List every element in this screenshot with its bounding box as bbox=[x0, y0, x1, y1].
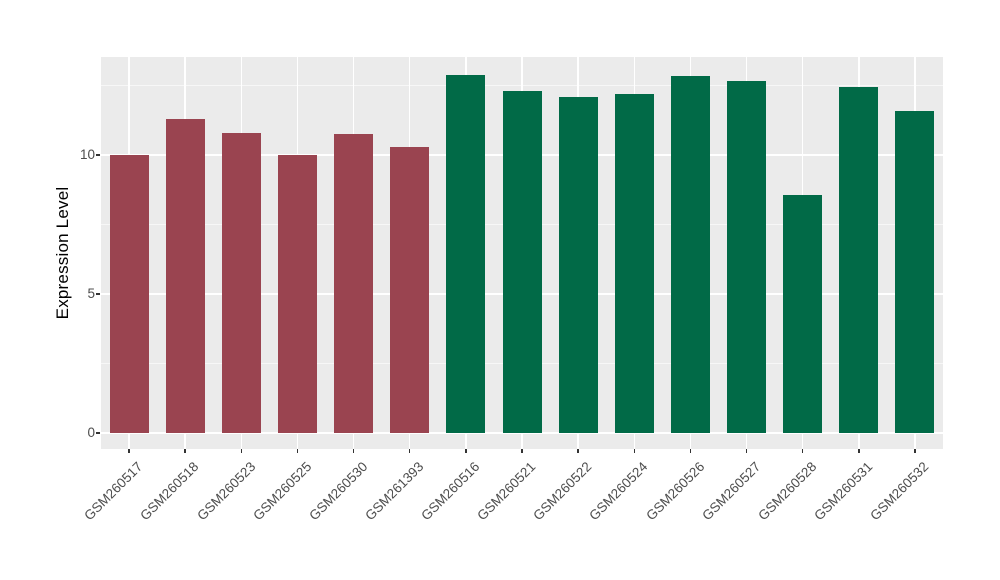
x-tick-label: GSM260527 bbox=[698, 459, 764, 524]
x-tick-label: GSM260523 bbox=[193, 459, 258, 524]
plot-area bbox=[101, 57, 943, 449]
y-tick-mark bbox=[96, 432, 100, 434]
x-tick-label: GSM260517 bbox=[81, 459, 146, 524]
bar-GSM261393 bbox=[390, 146, 430, 434]
bar-GSM260532 bbox=[895, 110, 935, 433]
x-tick-label: GSM261393 bbox=[362, 459, 427, 524]
bar-GSM260518 bbox=[165, 118, 205, 433]
x-tick-mark bbox=[184, 449, 186, 453]
x-tick-mark bbox=[408, 449, 411, 453]
bar-GSM260522 bbox=[558, 96, 598, 433]
x-tick-mark bbox=[577, 449, 579, 453]
x-tick-mark bbox=[858, 449, 860, 453]
x-tick-mark bbox=[128, 449, 130, 453]
bar-GSM260531 bbox=[839, 87, 879, 433]
x-tick-mark bbox=[914, 449, 916, 453]
x-tick-label: GSM260516 bbox=[418, 459, 483, 524]
x-tick-label: GSM260522 bbox=[530, 459, 595, 524]
x-tick-label: GSM260524 bbox=[586, 459, 651, 524]
x-tick-mark bbox=[521, 449, 523, 453]
x-tick-label: GSM260526 bbox=[642, 459, 708, 524]
x-tick-label: GSM260531 bbox=[811, 459, 876, 524]
x-tick-mark bbox=[745, 449, 748, 453]
bar-GSM260521 bbox=[502, 91, 542, 433]
x-tick-mark bbox=[296, 449, 299, 453]
bar-GSM260516 bbox=[446, 74, 486, 433]
y-tick-mark bbox=[96, 154, 100, 156]
bar-GSM260526 bbox=[670, 75, 710, 433]
x-tick-label: GSM260521 bbox=[474, 459, 539, 524]
x-tick-label: GSM260525 bbox=[249, 459, 315, 524]
x-tick-mark bbox=[689, 449, 692, 453]
y-tick-label: 10 bbox=[79, 147, 95, 163]
x-tick-label: GSM260528 bbox=[755, 459, 820, 524]
bar-GSM260523 bbox=[221, 132, 261, 433]
bar-GSM260517 bbox=[109, 155, 149, 433]
bar-GSM260528 bbox=[783, 195, 823, 433]
y-tick-label: 5 bbox=[87, 286, 95, 302]
x-tick-label: GSM260518 bbox=[137, 459, 202, 524]
y-tick-mark bbox=[96, 293, 100, 295]
bar-GSM260524 bbox=[614, 93, 654, 433]
x-tick-mark bbox=[240, 449, 243, 453]
x-tick-mark bbox=[465, 449, 467, 453]
x-tick-label: GSM260532 bbox=[867, 459, 932, 524]
bar-GSM260530 bbox=[334, 134, 374, 433]
x-tick-mark bbox=[352, 449, 355, 453]
bar-GSM260525 bbox=[277, 155, 317, 433]
y-tick-label: 0 bbox=[87, 425, 95, 441]
x-tick-label: GSM260530 bbox=[306, 459, 371, 524]
bar-GSM260527 bbox=[727, 81, 767, 434]
x-tick-mark bbox=[633, 449, 636, 453]
x-tick-mark bbox=[801, 449, 804, 453]
